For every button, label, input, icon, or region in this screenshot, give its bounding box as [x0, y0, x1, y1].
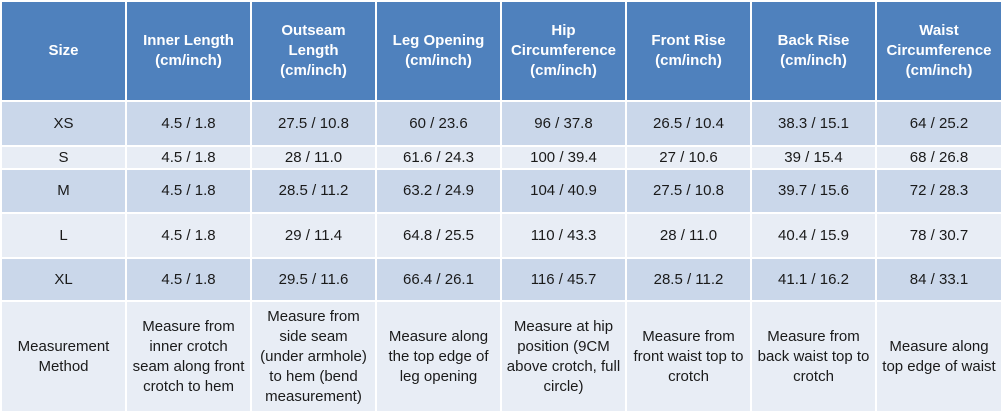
row-label: Measurement Method [0, 300, 127, 413]
table-cell: 78 / 30.7 [875, 212, 1001, 259]
header-cell: Size [0, 0, 127, 102]
table-cell: 26.5 / 10.4 [625, 100, 752, 147]
table-cell: 28 / 11.0 [625, 212, 752, 259]
row-label: M [0, 168, 127, 214]
table-cell: 68 / 26.8 [875, 145, 1001, 170]
table-cell: Measure from side seam (under armhole) t… [250, 300, 377, 413]
table-cell: 60 / 23.6 [375, 100, 502, 147]
table-cell: 100 / 39.4 [500, 145, 627, 170]
header-cell: Leg Opening (cm/inch) [375, 0, 502, 102]
table-cell: Measure at hip position (9CM above crotc… [500, 300, 627, 413]
table-cell: Measure from inner crotch seam along fro… [125, 300, 252, 413]
table-cell: Measure along the top edge of leg openin… [375, 300, 502, 413]
table-cell: 28 / 11.0 [250, 145, 377, 170]
table-cell: 27 / 10.6 [625, 145, 752, 170]
table-cell: 41.1 / 16.2 [750, 257, 877, 302]
row-label: XS [0, 100, 127, 147]
header-row: Size Inner Length (cm/inch) Outseam Length… [0, 0, 1001, 102]
table-cell: 28.5 / 11.2 [625, 257, 752, 302]
table-cell: 61.6 / 24.3 [375, 145, 502, 170]
table-row: M 4.5 / 1.8 28.5 / 11.2 63.2 / 24.9 104 / 40… [0, 168, 1001, 214]
table-cell: 4.5 / 1.8 [125, 212, 252, 259]
table-cell: 39.7 / 15.6 [750, 168, 877, 214]
table-cell: 39 / 15.4 [750, 145, 877, 170]
table-cell: 4.5 / 1.8 [125, 168, 252, 214]
table-cell: 64 / 25.2 [875, 100, 1001, 147]
row-label: L [0, 212, 127, 259]
table-cell: 63.2 / 24.9 [375, 168, 502, 214]
header-cell: Hip Circumference (cm/inch) [500, 0, 627, 102]
table-cell: 40.4 / 15.9 [750, 212, 877, 259]
header-cell: Outseam Length (cm/inch) [250, 0, 377, 102]
row-label: S [0, 145, 127, 170]
table-cell: 72 / 28.3 [875, 168, 1001, 214]
table-cell: 96 / 37.8 [500, 100, 627, 147]
table-cell: Measure along top edge of waist [875, 300, 1001, 413]
table-cell: 4.5 / 1.8 [125, 145, 252, 170]
table-cell: 38.3 / 15.1 [750, 100, 877, 147]
table-row: S 4.5 / 1.8 28 / 11.0 61.6 / 24.3 100 / 39.4… [0, 145, 1001, 170]
table-cell: 64.8 / 25.5 [375, 212, 502, 259]
table-cell: 84 / 33.1 [875, 257, 1001, 302]
row-label: XL [0, 257, 127, 302]
table-cell: 28.5 / 11.2 [250, 168, 377, 214]
table-cell: 4.5 / 1.8 [125, 100, 252, 147]
table-cell: 104 / 40.9 [500, 168, 627, 214]
table-row: Measurement Method Measure from inner cro… [0, 300, 1001, 413]
header-cell: Waist Circumference (cm/inch) [875, 0, 1001, 102]
table-cell: 4.5 / 1.8 [125, 257, 252, 302]
table-cell: 27.5 / 10.8 [250, 100, 377, 147]
table-row: L 4.5 / 1.8 29 / 11.4 64.8 / 25.5 110 / 43.3… [0, 212, 1001, 259]
table-cell: 116 / 45.7 [500, 257, 627, 302]
table-row: XL 4.5 / 1.8 29.5 / 11.6 66.4 / 26.1 116 / 4… [0, 257, 1001, 302]
table-cell: Measure from back waist top to crotch [750, 300, 877, 413]
table-cell: 29.5 / 11.6 [250, 257, 377, 302]
table-row: XS 4.5 / 1.8 27.5 / 10.8 60 / 23.6 96 / 37.8… [0, 100, 1001, 147]
table-cell: 110 / 43.3 [500, 212, 627, 259]
header-cell: Front Rise (cm/inch) [625, 0, 752, 102]
header-cell: Back Rise (cm/inch) [750, 0, 877, 102]
table-cell: 29 / 11.4 [250, 212, 377, 259]
table-cell: 27.5 / 10.8 [625, 168, 752, 214]
header-cell: Inner Length (cm/inch) [125, 0, 252, 102]
table-cell: 66.4 / 26.1 [375, 257, 502, 302]
table-cell: Measure from front waist top to crotch [625, 300, 752, 413]
